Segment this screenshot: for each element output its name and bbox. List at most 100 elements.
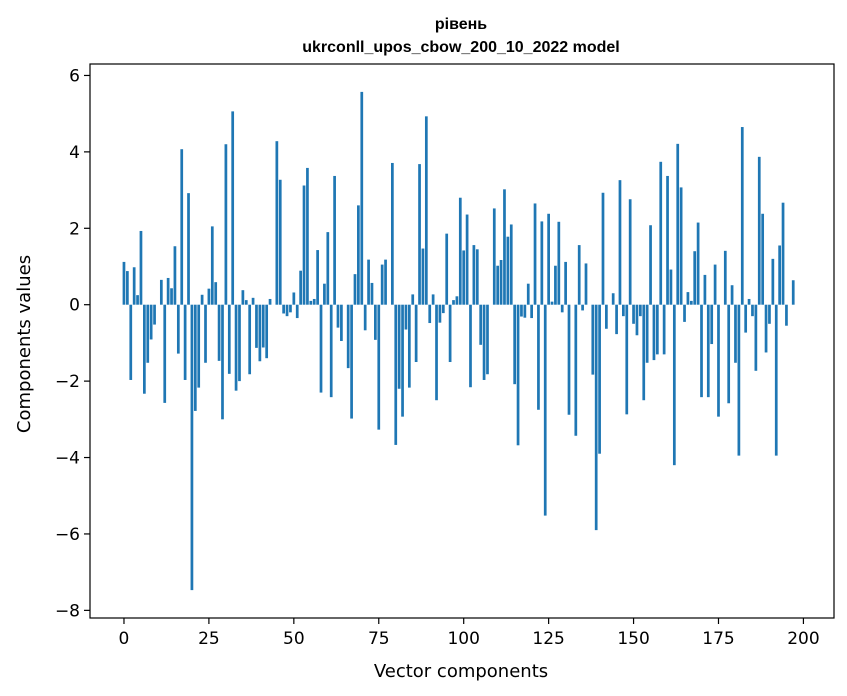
bar-69 [357, 205, 360, 305]
x-tick-label: 100 [447, 629, 479, 649]
bar-34 [238, 304, 241, 382]
bar-173 [710, 304, 714, 345]
bar-101 [465, 214, 469, 305]
bar-41 [261, 304, 265, 348]
y-tick-label: −2 [55, 372, 80, 392]
bar-106 [482, 304, 486, 380]
bar-122 [537, 304, 540, 410]
bar-157 [655, 304, 659, 355]
bar-183 [744, 304, 748, 333]
bar-89 [424, 116, 428, 305]
bar-131 [567, 304, 571, 415]
bar-57 [316, 250, 319, 305]
bar-28 [217, 304, 221, 361]
bar-160 [666, 175, 669, 305]
bar-61 [329, 304, 333, 398]
y-axis-label: Components values [14, 255, 35, 433]
bar-59 [323, 283, 326, 305]
bar-191 [771, 258, 775, 305]
bar-145 [615, 304, 618, 335]
bar-36 [244, 300, 248, 305]
bar-175 [717, 304, 720, 417]
bar-158 [659, 161, 663, 305]
bar-77 [384, 259, 387, 305]
y-tick-label: −6 [55, 525, 80, 545]
bar-150 [632, 304, 635, 324]
bar-179 [730, 285, 734, 305]
bar-110 [496, 265, 500, 305]
bar-197 [791, 280, 795, 305]
bar-164 [679, 187, 683, 305]
bar-126 [550, 301, 554, 305]
bar-109 [492, 208, 496, 305]
bar-195 [785, 304, 788, 326]
bar-95 [445, 233, 449, 305]
bar-97 [452, 300, 455, 305]
bar-166 [686, 292, 690, 305]
bar-147 [622, 304, 625, 317]
bar-51 [295, 304, 299, 319]
bar-105 [479, 304, 483, 345]
bar-0 [122, 261, 126, 305]
bar-47 [282, 304, 285, 314]
bar-1 [126, 271, 129, 305]
bar-190 [768, 304, 771, 324]
bar-181 [737, 304, 741, 456]
bar-112 [503, 189, 506, 305]
bar-12 [163, 304, 167, 403]
bar-20 [190, 304, 194, 591]
bar-38 [251, 297, 255, 305]
bar-67 [350, 304, 353, 419]
bar-88 [421, 248, 425, 305]
chart-title: рівень [435, 16, 487, 33]
bar-140 [598, 304, 601, 454]
bar-133 [574, 304, 578, 436]
bar-171 [703, 274, 707, 305]
bar-121 [533, 203, 537, 305]
bar-127 [554, 265, 557, 305]
bar-42 [265, 304, 269, 359]
bar-192 [774, 304, 778, 456]
bar-189 [764, 304, 768, 353]
bar-117 [520, 304, 523, 317]
bar-48 [285, 304, 289, 317]
bar-151 [635, 304, 639, 336]
bar-152 [639, 304, 642, 317]
x-tick-label: 125 [532, 629, 564, 649]
bar-55 [309, 300, 313, 305]
bar-32 [231, 111, 235, 305]
bar-66 [346, 304, 350, 369]
bar-139 [594, 304, 598, 531]
bar-7 [146, 304, 150, 363]
bar-54 [306, 167, 309, 305]
y-tick-label: −4 [55, 449, 80, 469]
bar-30 [224, 144, 228, 305]
bar-113 [506, 236, 510, 305]
bar-120 [530, 304, 533, 319]
bar-188 [761, 213, 765, 305]
bar-130 [564, 261, 567, 305]
bar-62 [333, 175, 336, 305]
bar-46 [278, 179, 282, 305]
y-tick-label: 4 [69, 143, 80, 163]
bar-114 [509, 224, 513, 305]
bar-74 [374, 304, 377, 340]
bar-82 [401, 304, 404, 417]
bar-2 [129, 304, 133, 380]
bar-128 [557, 221, 561, 305]
bar-119 [526, 283, 530, 305]
x-tick-label: 25 [198, 629, 220, 649]
bar-100 [462, 250, 466, 305]
bar-138 [591, 304, 595, 375]
x-tick-label: 200 [787, 629, 819, 649]
bar-73 [370, 282, 374, 305]
bar-111 [499, 260, 503, 305]
bar-178 [727, 304, 731, 404]
bar-186 [754, 304, 758, 371]
bar-31 [227, 304, 231, 374]
plot-frame [89, 63, 835, 619]
bar-53 [302, 185, 306, 305]
bar-3 [132, 267, 136, 305]
bar-70 [360, 91, 364, 305]
x-axis: 0 25 50 75 100 125 150 175 200 [119, 618, 820, 649]
